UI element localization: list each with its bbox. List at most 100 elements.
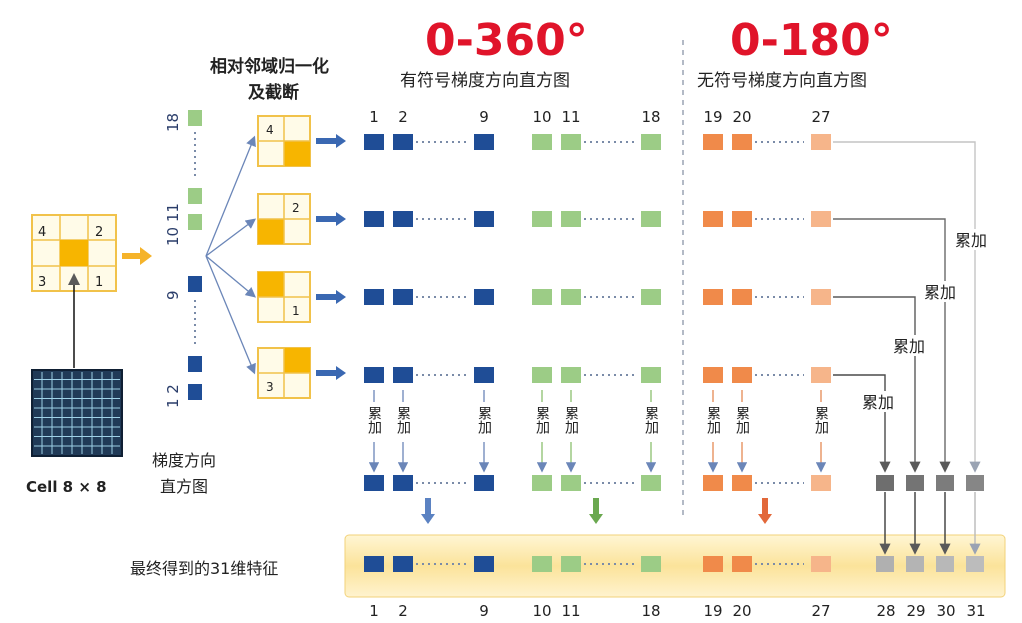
bin-square: [811, 211, 831, 227]
bin-square: [532, 134, 552, 150]
bin-square: [474, 367, 494, 383]
top-index-11: 11: [561, 108, 580, 126]
top-index-9: 9: [479, 108, 489, 126]
bin-square: [641, 556, 661, 572]
top-index-2: 2: [398, 108, 408, 126]
accumulate-line-4: [833, 141, 981, 473]
vertical-accumulate-text: 累加: [734, 406, 750, 435]
signed-bins-1-9-final: [364, 556, 494, 572]
bin-square: [532, 475, 552, 491]
vertical-accumulate-0-0: 累加: [366, 390, 382, 473]
final-index-2: 2: [398, 602, 408, 620]
final-index-19: 19: [703, 602, 722, 620]
histogram-tick-10-11: 10 11: [164, 203, 182, 246]
bin-square: [393, 134, 413, 150]
bin-square: [561, 475, 581, 491]
bin-square: [561, 134, 581, 150]
final-feature-label: 最终得到的31维特征: [130, 559, 278, 578]
signed-heading: 有符号梯度方向直方图: [400, 71, 570, 91]
top-index-10: 10: [532, 108, 551, 126]
pixel-grid-image: [31, 369, 123, 457]
vertical-accumulate-text: 累加: [395, 406, 411, 435]
row-1: [364, 134, 831, 150]
final-index-30: 30: [936, 602, 955, 620]
final-index-29: 29: [906, 602, 925, 620]
vertical-accumulate-2-0: 累加: [705, 390, 721, 473]
bin-square: [732, 211, 752, 227]
final-row: [364, 556, 984, 572]
row-2: [364, 211, 831, 227]
bin-square: [811, 556, 831, 572]
top-index-20: 20: [732, 108, 751, 126]
normalized-cell-2-number: 2: [292, 201, 300, 215]
vertical-accumulate-text: 累加: [705, 406, 721, 435]
bin-square: [732, 475, 752, 491]
bin-square: [364, 556, 384, 572]
unsigned-bins-19-27: [703, 289, 831, 305]
bin-square: [561, 367, 581, 383]
final-index-31: 31: [966, 602, 985, 620]
normalize-heading-line1: 相对邻域归一化: [210, 56, 329, 77]
normalized-cell-2-arrow: [316, 212, 346, 226]
bin-square: [364, 367, 384, 383]
cell-to-histogram-arrow: [122, 247, 152, 265]
bin-square: [732, 134, 752, 150]
vertical-accumulate-labels: 累加 累加 累加 累加 累加 累加 累加 累加 累加: [366, 390, 829, 473]
row-4: [364, 367, 831, 383]
summed-gray-28: [876, 475, 894, 491]
top-indices: 1 2 9 10 11 18 19 20 27: [369, 108, 830, 126]
bin-square: [364, 211, 384, 227]
cell-number-2: 2: [95, 225, 103, 240]
bin-square: [703, 556, 723, 572]
final-gray-31: [966, 556, 984, 572]
cell-number-1: 1: [95, 275, 103, 290]
final-index-10: 10: [532, 602, 551, 620]
bin-square: [561, 211, 581, 227]
bin-square: [364, 475, 384, 491]
summed-gray-29: [906, 475, 924, 491]
final-indices: 1 2 9 10 11 18 19 20 27 28 29 30 31: [369, 602, 985, 620]
histogram-label-line2: 直方图: [160, 477, 208, 496]
vertical-accumulate-2-1: 累加: [734, 390, 750, 473]
accumulate-label-3: 累加: [924, 283, 956, 302]
bin-square: [393, 556, 413, 572]
normalized-rows: [364, 134, 831, 383]
bin-square: [641, 289, 661, 305]
bin-square: [532, 556, 552, 572]
signed-bins-10-18-down-arrow: [589, 498, 603, 524]
bin-square: [393, 289, 413, 305]
vertical-accumulate-text: 累加: [563, 406, 579, 435]
unsigned-bins-19-27: [703, 134, 831, 150]
normalized-cell-2: 2: [257, 193, 346, 245]
bin-square: [811, 367, 831, 383]
accumulate-label-2: 累加: [893, 337, 925, 356]
signed-bins-10-18-sum: [532, 475, 661, 491]
final-index-18: 18: [641, 602, 660, 620]
bin-square: [811, 289, 831, 305]
accumulate-label-1: 累加: [862, 393, 894, 412]
accumulate-label-bg: [953, 229, 989, 250]
accumulate-label-bg: [891, 335, 927, 356]
normalized-cells: 4 2 1 3: [257, 115, 346, 399]
histogram-tick-1-2: 1 2: [164, 384, 182, 408]
bin-square: [703, 475, 723, 491]
vertical-accumulate-2-2: 累加: [813, 390, 829, 473]
signed-bins-1-9-sum: [364, 475, 494, 491]
signed-bins-10-18: [532, 134, 661, 150]
bin-square: [393, 475, 413, 491]
center-cell-block: 4 2 3 1: [31, 214, 117, 292]
final-gray-29: [906, 556, 924, 572]
bin-square: [561, 289, 581, 305]
signed-bins-1-9: [364, 289, 494, 305]
bin-square: [532, 211, 552, 227]
vertical-accumulate-text: 累加: [643, 406, 659, 435]
final-gray-30: [936, 556, 954, 572]
final-index-27: 27: [811, 602, 830, 620]
signed-bins-10-18: [532, 367, 661, 383]
bin-square: [703, 289, 723, 305]
accumulate-label-bg: [860, 391, 896, 412]
vertical-accumulate-0-2: 累加: [476, 390, 492, 473]
normalize-heading-line2: 及截断: [248, 82, 299, 103]
bin-square: [811, 475, 831, 491]
bin-square: [703, 211, 723, 227]
